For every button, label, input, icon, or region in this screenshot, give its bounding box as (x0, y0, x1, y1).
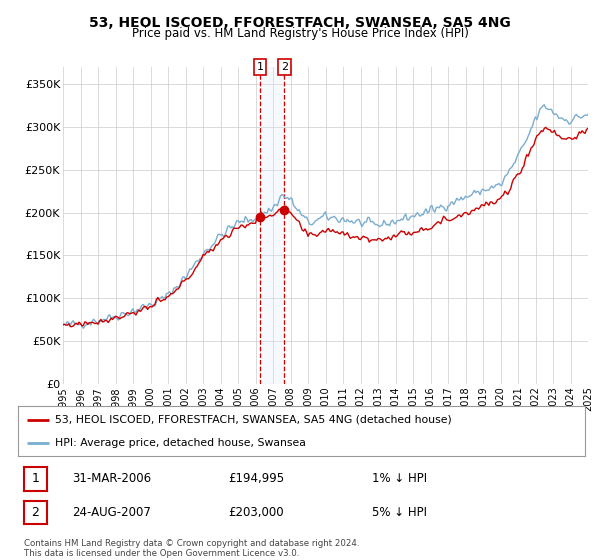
Text: HPI: Average price, detached house, Swansea: HPI: Average price, detached house, Swan… (55, 438, 306, 448)
Text: 2: 2 (31, 506, 40, 519)
Text: Contains HM Land Registry data © Crown copyright and database right 2024.
This d: Contains HM Land Registry data © Crown c… (24, 539, 359, 558)
Text: 1: 1 (256, 62, 263, 72)
Text: Price paid vs. HM Land Registry's House Price Index (HPI): Price paid vs. HM Land Registry's House … (131, 27, 469, 40)
Text: 53, HEOL ISCOED, FFORESTFACH, SWANSEA, SA5 4NG (detached house): 53, HEOL ISCOED, FFORESTFACH, SWANSEA, S… (55, 414, 452, 424)
Text: 53, HEOL ISCOED, FFORESTFACH, SWANSEA, SA5 4NG: 53, HEOL ISCOED, FFORESTFACH, SWANSEA, S… (89, 16, 511, 30)
Bar (260, 67, 284, 384)
Text: 5% ↓ HPI: 5% ↓ HPI (372, 506, 427, 519)
Text: £203,000: £203,000 (228, 506, 284, 519)
Text: 24-AUG-2007: 24-AUG-2007 (72, 506, 151, 519)
Text: £194,995: £194,995 (228, 472, 284, 486)
Text: 1% ↓ HPI: 1% ↓ HPI (372, 472, 427, 486)
Text: 31-MAR-2006: 31-MAR-2006 (72, 472, 151, 486)
Text: 2: 2 (281, 62, 288, 72)
Text: 1: 1 (31, 472, 40, 486)
